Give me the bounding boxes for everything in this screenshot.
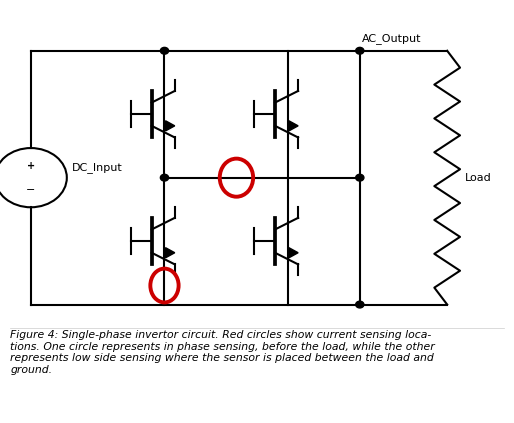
Polygon shape [166, 248, 175, 258]
Text: Load: Load [465, 173, 492, 183]
Circle shape [356, 301, 364, 308]
Circle shape [160, 174, 169, 181]
Text: +: + [27, 162, 35, 171]
Circle shape [356, 174, 364, 181]
Polygon shape [289, 121, 298, 131]
Circle shape [160, 47, 169, 54]
Text: −: − [26, 185, 35, 195]
Polygon shape [289, 248, 298, 258]
Text: AC_Output: AC_Output [362, 33, 422, 44]
Polygon shape [166, 121, 175, 131]
Text: Figure 4: Single-phase invertor circuit. Red circles show current sensing loca-
: Figure 4: Single-phase invertor circuit.… [10, 330, 435, 375]
Text: DC_Input: DC_Input [72, 162, 123, 173]
Circle shape [356, 47, 364, 54]
